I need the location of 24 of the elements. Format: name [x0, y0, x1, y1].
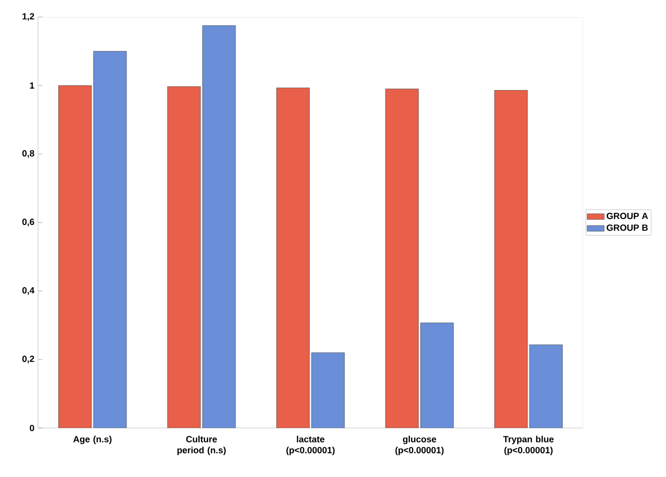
y-tick-label: 0,4: [22, 287, 34, 295]
x-tick-label: lactate (p<0.00001): [286, 436, 335, 456]
x-tick-label: Age (n.s): [73, 436, 112, 444]
bar: [93, 51, 127, 428]
y-tick-label: 1,2: [22, 13, 34, 21]
bar: [311, 352, 345, 428]
x-tick-label: glucose (p<0.00001): [395, 436, 444, 456]
x-tick-label: Trypan blue (p<0.00001): [503, 436, 554, 456]
y-tick-label: 0,2: [22, 356, 34, 364]
bar: [58, 85, 92, 428]
bar: [385, 88, 419, 428]
legend-label: GROUP B: [606, 224, 648, 231]
bar: [420, 322, 454, 428]
bar: [276, 88, 310, 428]
y-tick-label: 0: [30, 424, 34, 432]
bar: [167, 86, 201, 428]
y-tick-label: 0,8: [22, 150, 34, 158]
x-tick-label: Culture period (n.s): [177, 436, 226, 456]
y-tick-label: 1: [30, 82, 34, 89]
bar: [494, 90, 528, 428]
legend-label: GROUP A: [606, 212, 648, 220]
bar: [202, 25, 236, 428]
y-tick-label: 0,6: [22, 218, 34, 226]
bar: [529, 344, 563, 428]
